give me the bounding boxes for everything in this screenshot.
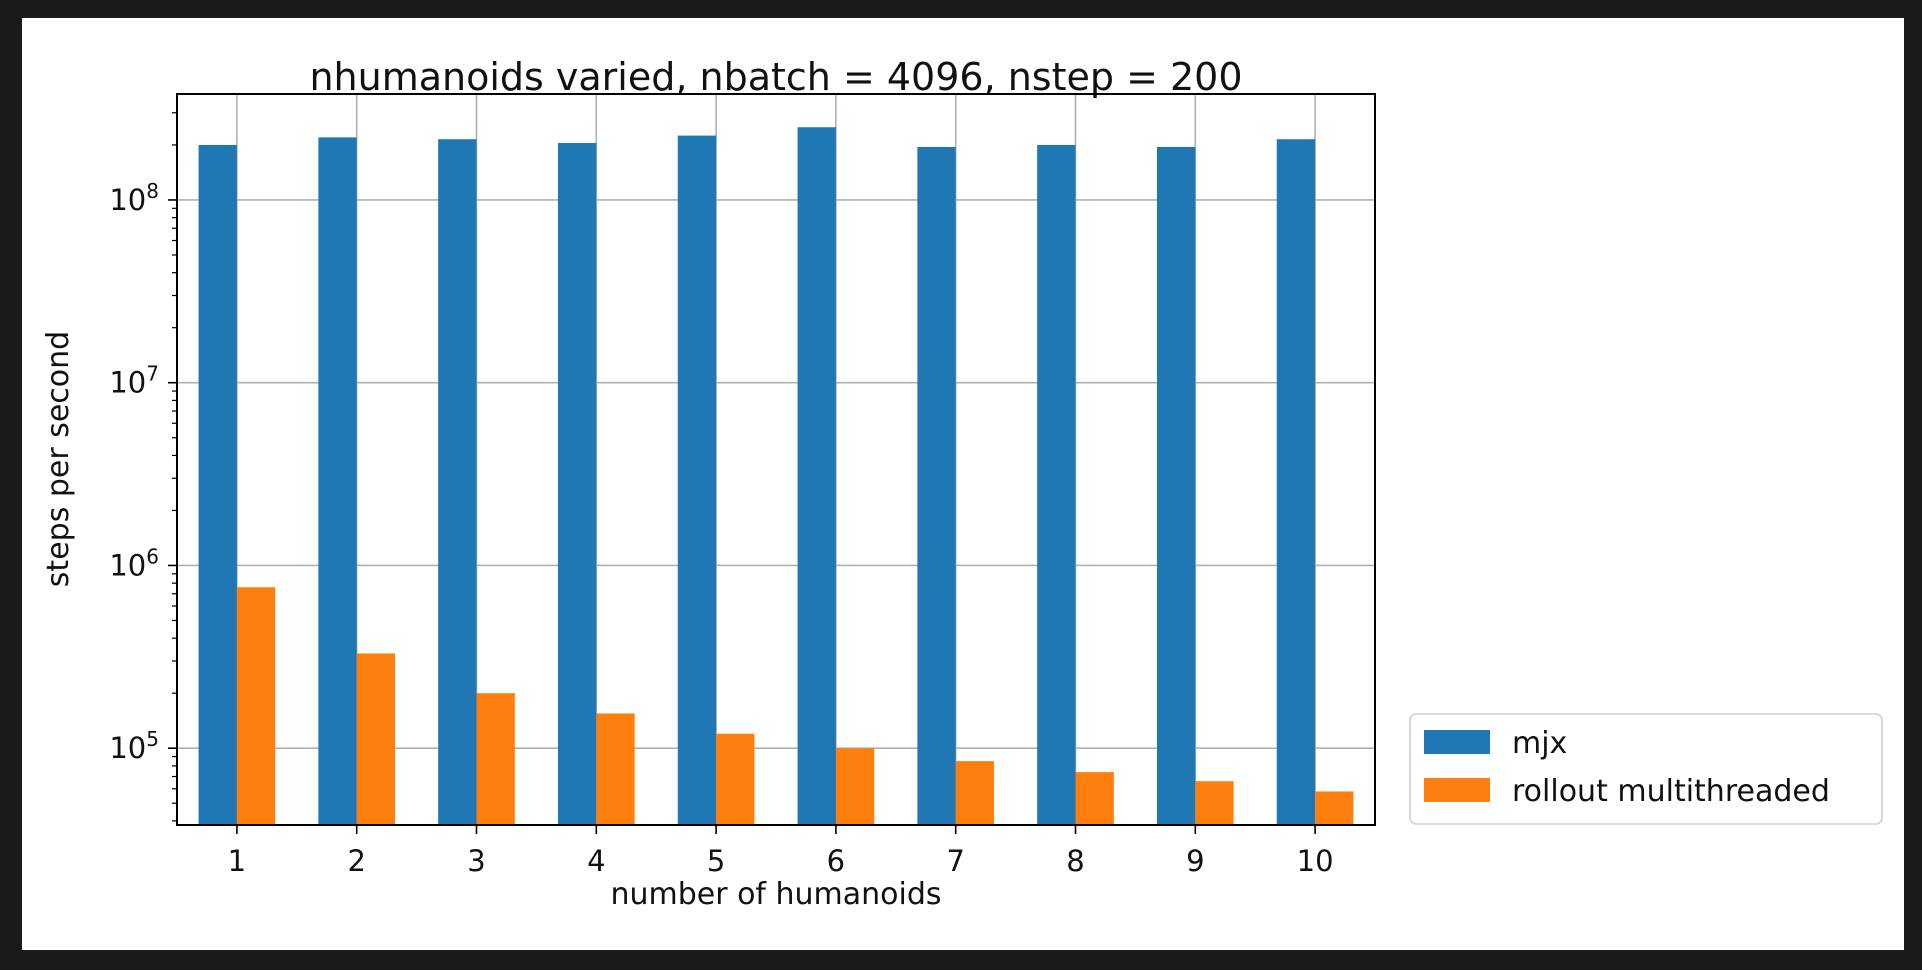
bar-mjx-4 xyxy=(557,142,597,826)
y-tick-label: 108 xyxy=(109,179,159,217)
x-tick-label: 8 xyxy=(1066,844,1084,878)
legend-swatch xyxy=(1424,778,1490,802)
bar-mjx-9 xyxy=(1156,146,1196,825)
bar-rollout-multithreaded-7 xyxy=(955,761,995,825)
legend-swatch xyxy=(1424,730,1490,754)
y-axis-label: steps per second xyxy=(41,331,76,587)
bar-rollout-multithreaded-4 xyxy=(596,713,635,825)
bar-mjx-3 xyxy=(438,139,477,825)
bar-chart: nhumanoids varied, nbatch = 4096, nstep … xyxy=(41,55,1883,912)
bar-mjx-5 xyxy=(677,135,717,825)
plot-area-frame xyxy=(176,93,1376,826)
bar-rollout-multithreaded-2 xyxy=(356,653,396,825)
chart-title: nhumanoids varied, nbatch = 4096, nstep … xyxy=(309,55,1242,99)
x-tick-label: 2 xyxy=(347,844,365,878)
bar-rollout-multithreaded-8 xyxy=(1075,772,1114,825)
x-tick-label: 3 xyxy=(467,844,485,878)
x-tick-label: 10 xyxy=(1297,844,1334,878)
bars xyxy=(198,127,1354,826)
bar-rollout-multithreaded-10 xyxy=(1315,791,1354,825)
bar-mjx-6 xyxy=(797,127,836,825)
x-tick-label: 7 xyxy=(946,844,964,878)
bar-mjx-10 xyxy=(1276,139,1316,825)
bar-rollout-multithreaded-6 xyxy=(835,748,875,825)
axis-ticks: 1 2 3 4 5 6 7 8 9 10 105 106 107 108 xyxy=(109,112,1334,878)
legend-label: rollout multithreaded xyxy=(1512,774,1830,809)
y-tick-label: 105 xyxy=(109,727,159,765)
bar-mjx-1 xyxy=(198,144,237,825)
x-axis-label: number of humanoids xyxy=(610,877,941,912)
legend-label: mjx xyxy=(1512,726,1567,761)
bar-rollout-multithreaded-9 xyxy=(1195,781,1234,825)
bar-rollout-multithreaded-1 xyxy=(236,587,276,825)
x-tick-label: 5 xyxy=(707,844,725,878)
y-tick-label: 107 xyxy=(109,362,159,400)
bar-mjx-2 xyxy=(318,137,357,826)
bar-mjx-8 xyxy=(1037,144,1076,825)
y-tick-label: 106 xyxy=(109,544,159,582)
x-tick-label: 6 xyxy=(827,844,845,878)
bar-rollout-multithreaded-3 xyxy=(476,693,515,825)
x-tick-label: 9 xyxy=(1186,844,1204,878)
x-tick-label: 4 xyxy=(587,844,605,878)
figure-canvas: nhumanoids varied, nbatch = 4096, nstep … xyxy=(22,18,1904,950)
bar-mjx-7 xyxy=(917,146,956,825)
legend-box xyxy=(1409,713,1883,825)
bar-rollout-multithreaded-5 xyxy=(716,733,755,825)
x-tick-label: 1 xyxy=(228,844,246,878)
legend: mjx rollout multithreaded xyxy=(1409,713,1883,825)
